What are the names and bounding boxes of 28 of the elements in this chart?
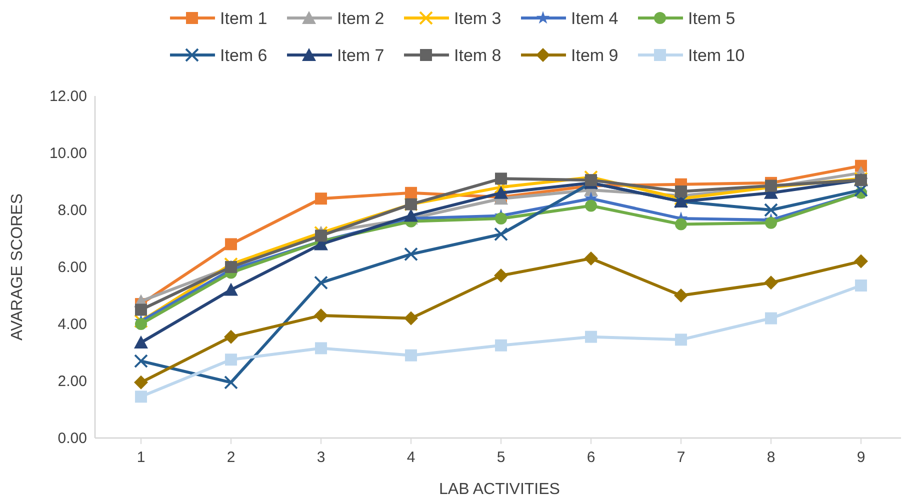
x-tick-label: 8 xyxy=(766,449,776,466)
x-axis-title: LAB ACTIVITIES xyxy=(439,481,560,498)
legend-label: Item 9 xyxy=(571,46,618,65)
y-tick-label: 0.00 xyxy=(58,430,87,447)
y-tick-label: 10.00 xyxy=(49,145,87,162)
legend-label: Item 5 xyxy=(688,9,736,28)
y-tick-label: 12.00 xyxy=(49,88,87,105)
x-tick-label: 1 xyxy=(136,449,146,466)
legend-label: Item 2 xyxy=(337,9,384,28)
x-tick-label: 4 xyxy=(406,449,416,466)
legend-label: Item 10 xyxy=(688,46,745,65)
y-tick-label: 4.00 xyxy=(58,316,87,333)
y-axis-title: AVARAGE SCORES xyxy=(9,194,26,340)
y-tick-label: 6.00 xyxy=(58,259,87,276)
legend-label: Item 8 xyxy=(454,46,502,65)
legend-label: Item 6 xyxy=(220,46,268,65)
y-tick-label: 2.00 xyxy=(58,373,87,390)
legend-label: Item 4 xyxy=(571,9,618,28)
legend-label: Item 1 xyxy=(220,9,268,28)
x-tick-label: 3 xyxy=(316,449,326,466)
x-tick-label: 7 xyxy=(676,449,686,466)
x-tick-label: 6 xyxy=(586,449,596,466)
x-tick-label: 9 xyxy=(856,449,866,466)
x-tick-label: 2 xyxy=(226,449,236,466)
legend-label: Item 3 xyxy=(454,9,502,28)
legend-label: Item 7 xyxy=(337,46,384,65)
y-tick-label: 8.00 xyxy=(58,202,87,219)
x-tick-label: 5 xyxy=(496,449,506,466)
